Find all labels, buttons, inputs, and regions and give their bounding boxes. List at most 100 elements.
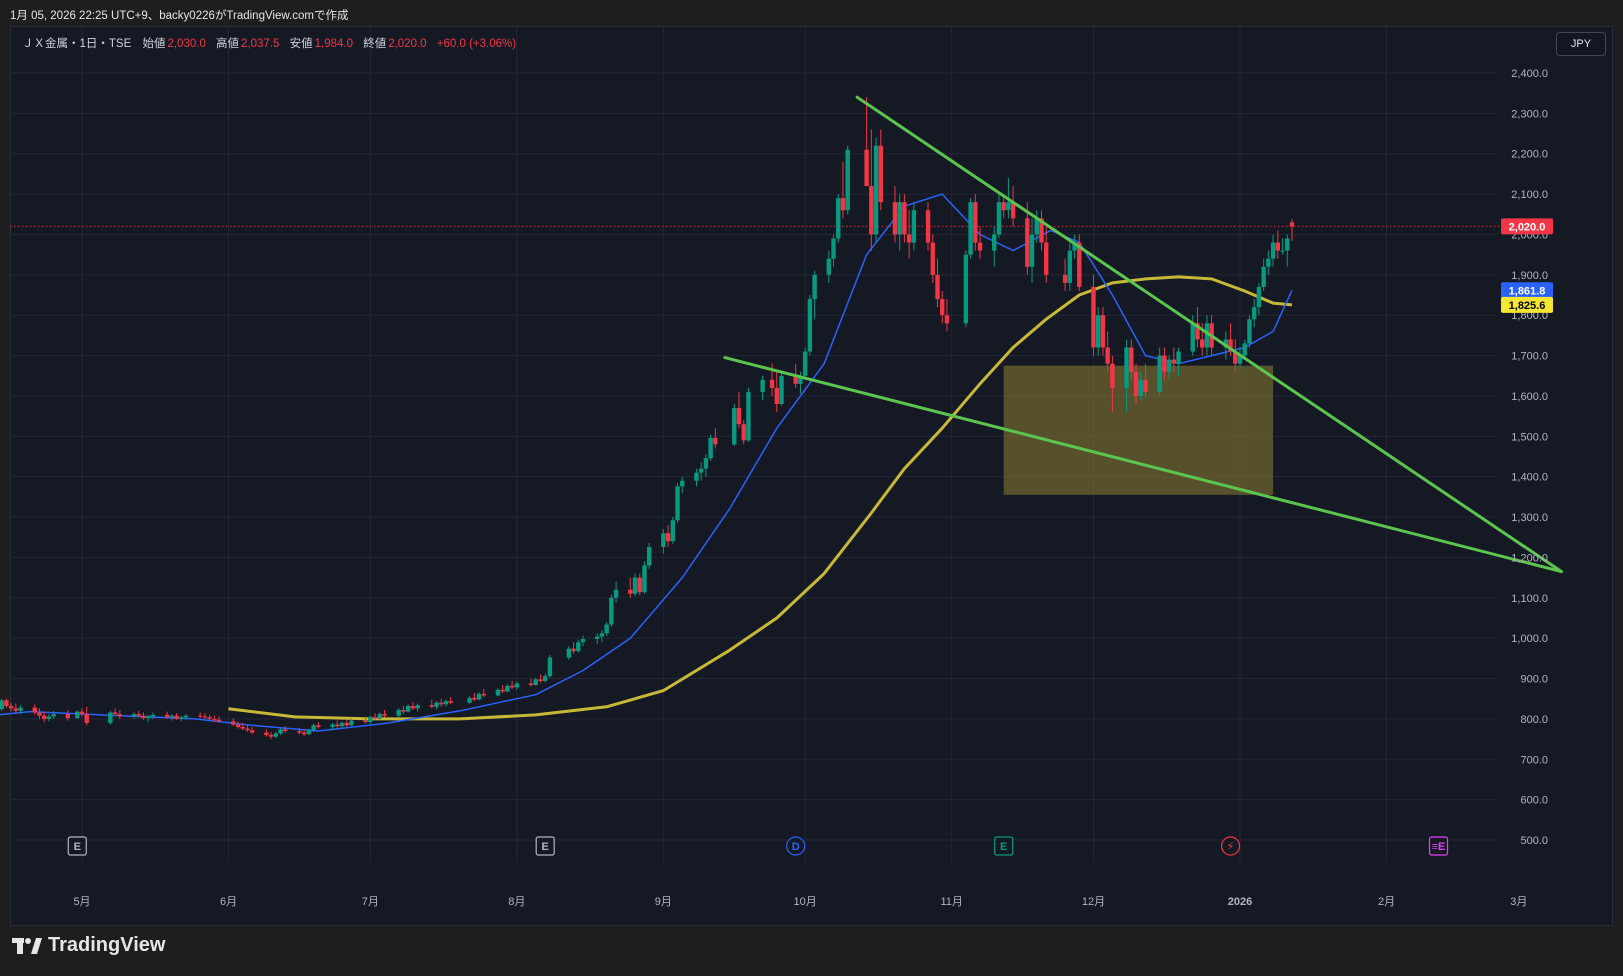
event-marker[interactable]: E (535, 836, 555, 856)
candle-body (774, 387, 779, 405)
candle (481, 689, 486, 698)
candle (273, 731, 278, 739)
trendline (723, 356, 1563, 574)
candle (1105, 331, 1110, 372)
candle-body (46, 716, 52, 719)
candle (613, 581, 619, 603)
candle-body (240, 726, 245, 729)
candle (1176, 347, 1181, 376)
event-marker[interactable]: ⚡ (1220, 836, 1241, 856)
candle (472, 693, 477, 702)
candle (1001, 194, 1006, 219)
event-marker[interactable]: ≡E (1428, 836, 1449, 856)
candle-body (0, 700, 4, 710)
candle-body (694, 472, 699, 481)
candle (906, 210, 912, 259)
symbol-label[interactable]: ＪＸ金属・1日・TSE (22, 38, 132, 50)
candle (571, 642, 576, 654)
high-value: 2,037.5 (241, 38, 280, 50)
candle-body (1034, 218, 1039, 235)
candle (145, 714, 151, 723)
candle-body (840, 198, 846, 211)
candle-body (1251, 307, 1257, 320)
candle-body (1270, 242, 1276, 259)
candle (840, 161, 846, 219)
candle-body (1199, 339, 1205, 348)
candle-body (1190, 323, 1195, 352)
candle-body (339, 722, 345, 727)
candle-body (637, 577, 642, 593)
candle-body (268, 735, 274, 737)
candle-body (311, 725, 316, 731)
candle-body (382, 714, 387, 716)
support-zone-layer (1003, 365, 1274, 495)
candle-body (183, 715, 189, 718)
event-marker[interactable]: E (994, 836, 1014, 856)
candle-body (1228, 339, 1233, 352)
candle-body (996, 202, 1002, 235)
candle-body (897, 202, 902, 235)
event-marker[interactable]: E (67, 836, 87, 856)
trendlines (723, 95, 1563, 574)
y-tick-label: 1,900.0 (1511, 270, 1548, 282)
candle-body (1091, 286, 1096, 348)
event-marker-glyph: E (542, 841, 549, 853)
event-marker-glyph: D (792, 841, 800, 853)
grid-lines (10, 27, 1500, 862)
candle-body (174, 715, 179, 719)
candle (892, 186, 898, 243)
candle (117, 710, 123, 719)
candle-body (500, 689, 505, 692)
candle (330, 722, 335, 731)
candle-body (864, 149, 869, 187)
candle (202, 713, 208, 719)
y-tick-label: 700.0 (1520, 754, 1548, 766)
event-marker[interactable]: D (786, 836, 806, 856)
currency-button[interactable]: JPY (1556, 32, 1606, 56)
candle-body (141, 715, 146, 719)
candle-body (505, 685, 510, 692)
candle-body (396, 710, 401, 716)
slow-moving-average (228, 275, 1293, 721)
candle (382, 710, 387, 718)
candle (131, 712, 137, 719)
candle (297, 727, 302, 735)
price-tag-label: 1,825.6 (1509, 300, 1546, 312)
candle (812, 270, 817, 320)
candle (779, 371, 784, 406)
y-tick-label: 1,000.0 (1511, 633, 1548, 645)
candle-body (826, 258, 831, 275)
candle (164, 711, 170, 719)
candle-body (264, 732, 269, 736)
event-marker-glyph: E (1000, 841, 1007, 853)
candle (495, 688, 501, 697)
candle (283, 726, 288, 733)
candle (1010, 186, 1016, 227)
candle-body (769, 379, 775, 388)
candle (1275, 230, 1281, 259)
candle-body (41, 715, 47, 719)
candle-body (306, 730, 312, 735)
candle-body (1171, 359, 1177, 364)
event-markers: E E D E ⚡ ≡E (67, 836, 1449, 856)
tradingview-logo[interactable]: TradingView (12, 934, 165, 957)
candle-body (1029, 234, 1035, 267)
candle (368, 715, 373, 724)
candle (741, 420, 746, 445)
candle-body (79, 711, 85, 715)
candle (1233, 339, 1238, 372)
candle-body (1044, 242, 1049, 275)
candle (675, 483, 680, 523)
chart-frame[interactable] (10, 26, 1613, 926)
candle (1062, 258, 1068, 291)
candle-body (670, 520, 676, 542)
candle (566, 646, 572, 660)
candle (869, 129, 874, 251)
candle (996, 194, 1002, 239)
x-tick-label: 11月 (940, 896, 962, 908)
candle (377, 712, 382, 720)
candle (13, 703, 19, 715)
candle (665, 525, 671, 547)
candle (1251, 299, 1257, 328)
